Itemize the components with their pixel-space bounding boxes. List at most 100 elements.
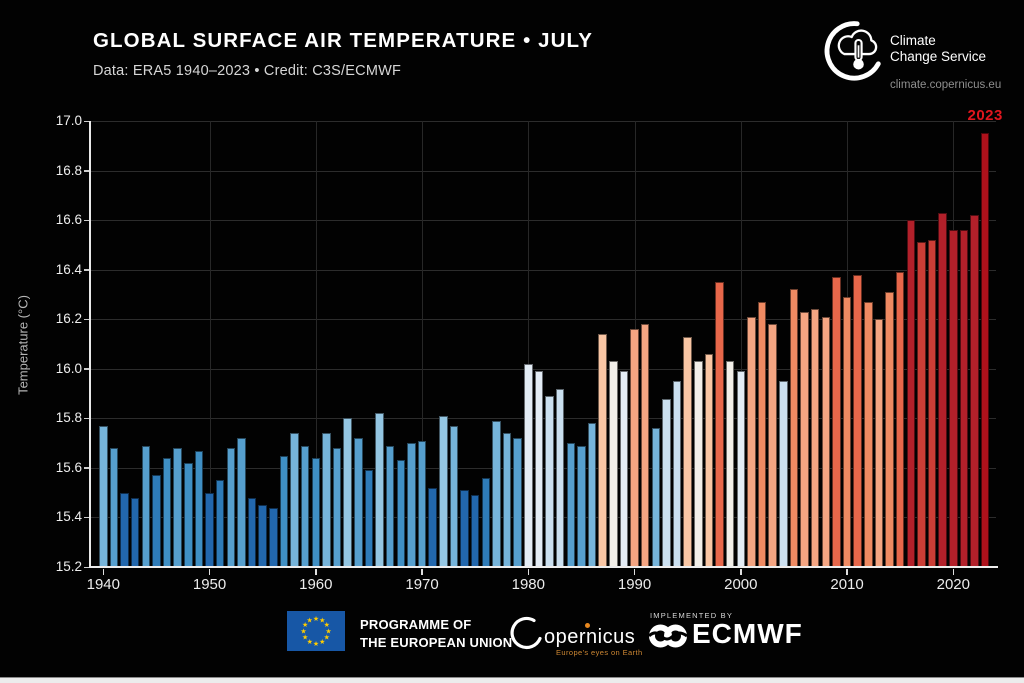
y-tick-label-15.6: 15.6: [55, 459, 82, 475]
v-gridline-1950: [209, 121, 211, 567]
bar-1946: [162, 457, 172, 567]
eu-star-icon: ★: [325, 627, 331, 635]
eu-star-icon: ★: [302, 621, 308, 629]
x-tick-label-1960: 1960: [299, 576, 333, 593]
x-tick-mark-2020: [952, 569, 955, 575]
x-tick-label-1940: 1940: [86, 576, 120, 593]
h-gridline-16.4: [90, 269, 996, 271]
eu-flag-icon: ★ ★★★★★★★★★★★: [287, 611, 345, 651]
bar-1995: [683, 336, 692, 567]
bar-1953: [237, 438, 246, 567]
y-tick-label-15.4: 15.4: [55, 509, 82, 525]
bar-2014: [885, 291, 894, 567]
eu-star-icon: ★: [324, 621, 330, 629]
x-tick-mark-1990: [633, 569, 636, 575]
x-tick-label-1970: 1970: [405, 576, 439, 593]
bar-2003: [768, 324, 777, 567]
bar-1965: [364, 470, 374, 567]
bar-1962: [332, 448, 342, 567]
bar-1969: [407, 443, 416, 567]
bar-2006: [800, 311, 809, 567]
bar-1952: [226, 448, 236, 567]
bar-2021: [959, 230, 969, 567]
bar-2020: [949, 230, 958, 567]
x-axis-line: [88, 565, 998, 568]
c3s-logo-name: Climate Change Service: [890, 33, 986, 65]
bar-2008: [821, 316, 831, 567]
h-gridline-17.0: [90, 121, 996, 122]
x-tick-label-2000: 2000: [724, 576, 758, 593]
y-tick-mark-15.8: [84, 417, 89, 420]
y-axis-line: [89, 121, 91, 567]
cloud-thermometer-icon: [824, 21, 881, 81]
bar-2023: [980, 133, 990, 567]
x-tick-mark-1950: [208, 569, 211, 575]
bar-1994: [672, 381, 682, 567]
bar-1955: [258, 505, 267, 567]
bar-1983: [555, 388, 565, 567]
copernicus-planet-dot-icon: [585, 623, 590, 628]
bar-2019: [938, 212, 947, 567]
bar-1957: [279, 455, 289, 567]
ecmwf-logo-icon: [648, 624, 688, 648]
bar-1966: [375, 413, 384, 567]
bar-1954: [247, 497, 257, 567]
bar-1961: [322, 433, 331, 567]
x-tick-mark-1960: [315, 569, 317, 575]
h-gridline-16.2: [90, 319, 996, 321]
x-tick-mark-1980: [527, 569, 530, 575]
bar-1996: [694, 361, 703, 567]
bar-1984: [566, 443, 576, 567]
bar-1942: [120, 492, 129, 567]
bar-1986: [587, 423, 597, 567]
bar-1968: [396, 460, 406, 567]
bar-1987: [598, 334, 607, 567]
bar-1985: [577, 445, 586, 567]
chart-title: GLOBAL SURFACE AIR TEMPERATURE • JULY: [93, 29, 594, 52]
x-tick-mark-2000: [740, 569, 742, 575]
bar-2017: [917, 242, 926, 567]
bar-1980: [524, 363, 533, 567]
bar-1989: [619, 371, 629, 567]
bar-2001: [747, 316, 756, 567]
bar-1990: [630, 329, 639, 567]
eu-star-icon: ★: [302, 634, 308, 642]
chart-subtitle: Data: ERA5 1940–2023 • Credit: C3S/ECMWF: [93, 63, 402, 79]
bottom-strip: [0, 677, 1024, 683]
eu-star-icon: ★: [313, 615, 319, 623]
bar-2012: [864, 301, 873, 567]
y-tick-label-15.2: 15.2: [55, 559, 82, 574]
bar-1959: [300, 445, 310, 567]
bar-2011: [853, 274, 862, 567]
eu-star-icon: ★: [319, 638, 325, 646]
y-tick-mark-16.0: [84, 368, 89, 370]
bar-1944: [141, 445, 151, 567]
bar-2005: [789, 289, 799, 567]
y-axis-title: Temperature (°C): [15, 295, 31, 395]
bar-2007: [810, 309, 820, 567]
bar-2013: [874, 319, 884, 567]
bar-1970: [417, 440, 427, 567]
bar-1979: [513, 438, 522, 567]
c3s-logo-name-line1: Climate: [890, 33, 936, 48]
copernicus-tagline: Europe's eyes on Earth: [556, 648, 643, 657]
annotation-2023: 2023: [967, 107, 1003, 124]
bar-1963: [343, 418, 352, 567]
y-tick-label-16.0: 16.0: [55, 360, 82, 376]
bar-1948: [184, 462, 193, 567]
bar-1988: [609, 361, 618, 567]
bar-1972: [439, 415, 448, 567]
eu-programme-line1: PROGRAMME OF: [360, 617, 472, 632]
bar-1950: [205, 492, 214, 567]
bar-1956: [269, 507, 278, 567]
y-tick-label-16.2: 16.2: [55, 311, 82, 327]
bar-2002: [757, 301, 767, 567]
bar-1997: [704, 353, 714, 567]
eu-programme-line2: THE EUROPEAN UNION: [360, 634, 513, 650]
copernicus-wordmark: opernicus: [544, 626, 636, 648]
bar-2016: [906, 220, 916, 567]
bar-1999: [725, 361, 735, 567]
ecmwf-wordmark: ECMWF: [692, 618, 803, 649]
v-gridline-1960: [315, 121, 317, 567]
bar-1941: [109, 448, 119, 567]
